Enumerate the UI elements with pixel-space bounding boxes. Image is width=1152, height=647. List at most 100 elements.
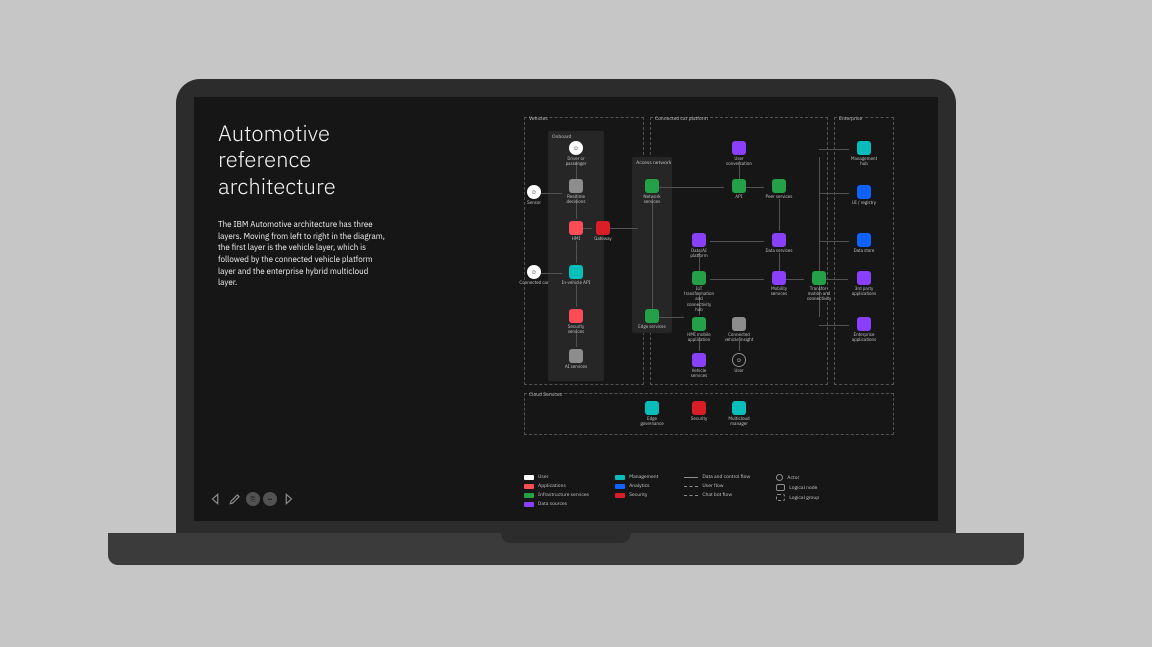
legend-line-swatch bbox=[684, 486, 698, 487]
node-label: Connected vehicle insight bbox=[724, 333, 754, 343]
edge bbox=[779, 199, 780, 231]
legend-swatch bbox=[615, 484, 625, 489]
legend-swatch bbox=[524, 475, 534, 480]
node-icon bbox=[692, 401, 706, 415]
node-icon bbox=[645, 309, 659, 323]
node-label: API bbox=[724, 195, 754, 200]
node-enterprise_apps[interactable]: Enterprise applications bbox=[849, 317, 879, 343]
edge bbox=[819, 149, 849, 150]
screen: Automotive reference architecture The IB… bbox=[194, 97, 938, 521]
node-security_svcs[interactable]: Security services bbox=[561, 309, 591, 335]
node-label: Enterprise applications bbox=[849, 333, 879, 343]
node-label: Security services bbox=[561, 325, 591, 335]
node-realtime[interactable]: Realtime decisions bbox=[561, 179, 591, 205]
node-connected_car[interactable]: ☺Connected car bbox=[519, 265, 549, 286]
node-label: Edge governance bbox=[637, 417, 667, 427]
node-data_ai_platform[interactable]: Data/AI platform bbox=[684, 233, 714, 259]
node-label: Edge services bbox=[637, 325, 667, 330]
edge bbox=[819, 193, 849, 194]
edge bbox=[576, 285, 577, 307]
subgroup-label: Access network bbox=[636, 160, 671, 166]
node-user_conv[interactable]: User conversation bbox=[724, 141, 754, 167]
node-transform[interactable]: Transfor­mation and connec­tivity bbox=[804, 271, 834, 303]
node-label: Gateway bbox=[588, 237, 618, 242]
node-hmi_mobile[interactable]: HMI mobile application bbox=[684, 317, 714, 343]
node-icon: ☺ bbox=[732, 353, 746, 367]
legend-shape-swatch bbox=[776, 474, 783, 481]
toolbar: ⎘ •• bbox=[208, 491, 296, 507]
node-connected_insight[interactable]: Connected vehicle insight bbox=[724, 317, 754, 343]
node-edge_gov[interactable]: Edge governance bbox=[637, 401, 667, 427]
node-mgmt_hub[interactable]: Management hub bbox=[849, 141, 879, 167]
legend-swatch bbox=[615, 475, 625, 480]
node-peer_svcs[interactable]: Peer services bbox=[764, 179, 794, 200]
node-ai_services[interactable]: AI services bbox=[561, 349, 591, 370]
node-ui_registry[interactable]: UI / registry bbox=[849, 185, 879, 206]
laptop-base bbox=[108, 533, 1024, 565]
node-user[interactable]: ☺User bbox=[724, 353, 754, 374]
node-label: Connected car bbox=[519, 281, 549, 286]
legend-item: Data sources bbox=[524, 501, 589, 507]
back-button[interactable] bbox=[208, 491, 224, 507]
node-vehicle_svcs[interactable]: Vehicle services bbox=[684, 353, 714, 379]
node-in_vehicle_api[interactable]: In-vehicle API bbox=[561, 265, 591, 286]
node-label: Data/AI platform bbox=[684, 249, 714, 259]
node-data_store[interactable]: Data store bbox=[849, 233, 879, 254]
legend-label: Chat bot flow bbox=[702, 492, 732, 498]
node-icon bbox=[569, 349, 583, 363]
edge bbox=[652, 199, 653, 309]
node-icon bbox=[857, 271, 871, 285]
legend-label: User bbox=[538, 474, 548, 480]
node-driver[interactable]: ☺Driver or passenger bbox=[561, 141, 591, 167]
legend-item: Analytics bbox=[615, 483, 658, 489]
node-icon bbox=[772, 271, 786, 285]
node-icon bbox=[645, 179, 659, 193]
node-icon bbox=[772, 233, 786, 247]
legend-label: Data sources bbox=[538, 501, 567, 507]
node-label: HMI bbox=[561, 237, 591, 242]
legend-label: Security bbox=[629, 492, 647, 498]
edge bbox=[779, 253, 780, 271]
node-label: Vehicle services bbox=[684, 369, 714, 379]
node-mobility_svcs[interactable]: Mobility services bbox=[764, 271, 794, 297]
view-button[interactable]: •• bbox=[263, 492, 277, 506]
node-label: UI / registry bbox=[849, 201, 879, 206]
legend-label: Logical group bbox=[789, 495, 819, 501]
node-icon bbox=[645, 401, 659, 415]
node-label: 3rd party applications bbox=[849, 287, 879, 297]
legend-swatch bbox=[524, 502, 534, 507]
node-api[interactable]: API bbox=[724, 179, 754, 200]
node-third_party[interactable]: 3rd party applications bbox=[849, 271, 879, 297]
legend-item: Security bbox=[615, 492, 658, 498]
node-iot_hub[interactable]: IoT transformation and connectivity hub bbox=[684, 271, 714, 313]
legend-swatch bbox=[524, 493, 534, 498]
legend-label: Infrastructure services bbox=[538, 492, 589, 498]
legend-line-swatch bbox=[684, 477, 698, 478]
edge bbox=[710, 241, 764, 242]
node-icon bbox=[812, 271, 826, 285]
legend-item: User bbox=[524, 474, 589, 480]
left-column: Automotive reference architecture The IB… bbox=[218, 121, 388, 290]
node-hmi[interactable]: HMI bbox=[561, 221, 591, 242]
subgroup-label: Onboard bbox=[552, 134, 571, 140]
node-label: Multicloud manager bbox=[724, 417, 754, 427]
node-network_svcs[interactable]: Network services bbox=[637, 179, 667, 205]
node-icon bbox=[732, 141, 746, 155]
node-edge_svcs[interactable]: Edge services bbox=[637, 309, 667, 330]
node-gateway[interactable]: Gateway bbox=[588, 221, 618, 242]
node-icon bbox=[857, 317, 871, 331]
forward-button[interactable] bbox=[280, 491, 296, 507]
page-description: The IBM Automotive architecture has thre… bbox=[218, 220, 388, 290]
node-multicloud_mgr[interactable]: Multicloud manager bbox=[724, 401, 754, 427]
node-security[interactable]: Security bbox=[684, 401, 714, 422]
edit-button[interactable] bbox=[227, 491, 243, 507]
link-button[interactable]: ⎘ bbox=[246, 492, 260, 506]
node-icon bbox=[772, 179, 786, 193]
node-sensor[interactable]: ☺Sensor bbox=[519, 185, 549, 206]
legend-swatch bbox=[615, 493, 625, 498]
node-label: Peer services bbox=[764, 195, 794, 200]
node-data_svcs[interactable]: Data services bbox=[764, 233, 794, 254]
node-label: Mobility services bbox=[764, 287, 794, 297]
page-title: Automotive reference architecture bbox=[218, 121, 388, 200]
node-label: IoT transformation and connectivity hub bbox=[684, 287, 714, 313]
